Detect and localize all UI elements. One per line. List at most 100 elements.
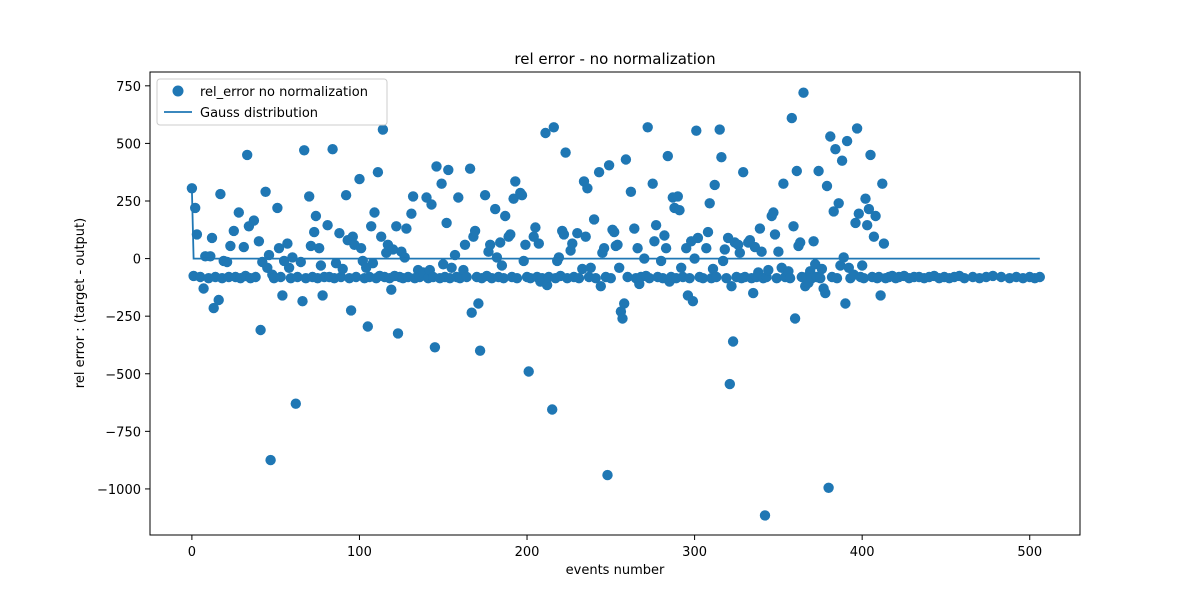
scatter-point bbox=[603, 160, 615, 171]
scatter-point bbox=[376, 231, 387, 242]
scatter-point bbox=[707, 263, 719, 275]
scatter-point bbox=[277, 290, 288, 301]
scatter-point bbox=[273, 243, 285, 254]
scatter-point bbox=[702, 226, 714, 238]
scatter-point bbox=[314, 243, 325, 254]
scatter-point bbox=[490, 203, 501, 215]
scatter-point bbox=[717, 255, 729, 267]
legend-label-line: Gauss distribution bbox=[200, 106, 318, 121]
scatter-point bbox=[560, 147, 571, 158]
scatter-point bbox=[366, 221, 377, 232]
scatter-point bbox=[577, 263, 588, 275]
scatter-point bbox=[659, 230, 670, 241]
scatter-point bbox=[464, 163, 476, 174]
scatter-point bbox=[662, 150, 673, 162]
scatter-point bbox=[786, 112, 797, 124]
scatter-point bbox=[191, 229, 203, 240]
scatter-point bbox=[773, 246, 784, 257]
scatter-point bbox=[287, 252, 298, 263]
scatter-point bbox=[612, 239, 623, 250]
scatter-point bbox=[821, 180, 833, 192]
scatter-point bbox=[820, 287, 831, 299]
scatter-point bbox=[541, 279, 553, 291]
scatter-point bbox=[1034, 271, 1046, 283]
x-tick-label: 400 bbox=[850, 545, 875, 560]
scatter-point bbox=[778, 178, 789, 189]
scatter-point bbox=[987, 270, 999, 282]
scatter-point bbox=[815, 273, 826, 284]
scatter-point bbox=[242, 149, 253, 161]
scatter-point bbox=[304, 191, 315, 202]
scatter-point bbox=[290, 398, 301, 409]
scatter-point bbox=[851, 123, 863, 134]
scatter-point bbox=[474, 345, 486, 356]
scatter-point bbox=[590, 273, 601, 284]
scatter-point bbox=[459, 239, 471, 250]
scatter-point bbox=[585, 262, 596, 273]
scatter-point bbox=[816, 263, 828, 275]
scatter-point bbox=[697, 273, 709, 284]
scatter-point bbox=[769, 229, 781, 240]
scatter-point bbox=[676, 262, 687, 273]
scatter-point bbox=[438, 259, 449, 270]
scatter-point bbox=[206, 232, 218, 244]
scatter-point bbox=[726, 281, 737, 292]
scatter-point bbox=[789, 313, 801, 324]
scatter-point bbox=[840, 298, 851, 309]
scatter-point bbox=[620, 154, 632, 165]
scatter-point bbox=[617, 313, 628, 324]
scatter-point bbox=[595, 281, 606, 292]
scatter-point bbox=[836, 155, 848, 166]
scatter-point bbox=[255, 324, 266, 336]
scatter-point bbox=[195, 271, 206, 283]
scatter-point bbox=[768, 207, 779, 218]
scatter-point bbox=[862, 220, 873, 231]
data-marks bbox=[186, 87, 1046, 521]
scatter-point bbox=[485, 239, 496, 250]
scatter-point bbox=[283, 262, 295, 273]
scatter-point bbox=[759, 510, 771, 521]
x-tick-label: 300 bbox=[682, 545, 707, 560]
scatter-point bbox=[446, 262, 457, 273]
plot-frame bbox=[149, 71, 1081, 536]
scatter-point bbox=[721, 273, 732, 284]
scatter-point bbox=[350, 271, 362, 283]
scatter-point bbox=[516, 190, 528, 201]
legend-marker-scatter bbox=[172, 85, 184, 97]
scatter-point bbox=[649, 236, 660, 247]
x-tick-label: 100 bbox=[347, 545, 372, 560]
scatter-point bbox=[272, 202, 283, 214]
scatter-point bbox=[265, 454, 276, 466]
scatter-point bbox=[213, 294, 224, 306]
scatter-point bbox=[473, 298, 484, 309]
scatter-point bbox=[865, 149, 876, 161]
scatter-point bbox=[798, 87, 809, 98]
y-tick-label: −500 bbox=[105, 368, 141, 383]
scatter-point bbox=[520, 239, 531, 250]
scatter-point bbox=[429, 342, 441, 353]
scatter-point bbox=[647, 178, 658, 189]
y-tick-label: 500 bbox=[116, 137, 141, 152]
scatter-point bbox=[674, 205, 685, 216]
scatter-point bbox=[355, 243, 367, 254]
scatter-point bbox=[511, 273, 523, 284]
scatter-point bbox=[724, 378, 735, 390]
y-tick-label: −750 bbox=[105, 425, 141, 440]
legend-box bbox=[156, 78, 388, 126]
scatter-point bbox=[573, 273, 585, 284]
scatter-point bbox=[548, 122, 559, 133]
scatter-point bbox=[369, 207, 380, 218]
gauss-line bbox=[191, 189, 1040, 260]
scatter-point bbox=[322, 220, 333, 231]
scatter-point bbox=[838, 252, 849, 263]
scatter-point bbox=[315, 260, 327, 271]
scatter-point bbox=[500, 210, 511, 222]
scatter-point bbox=[208, 302, 219, 314]
y-axis-label: rel error : (target - output) bbox=[73, 218, 88, 388]
scatter-point bbox=[443, 164, 454, 176]
scatter-point bbox=[704, 198, 715, 209]
scatter-point bbox=[347, 231, 358, 242]
scatter-point bbox=[858, 273, 869, 284]
scatter-point bbox=[833, 198, 844, 209]
